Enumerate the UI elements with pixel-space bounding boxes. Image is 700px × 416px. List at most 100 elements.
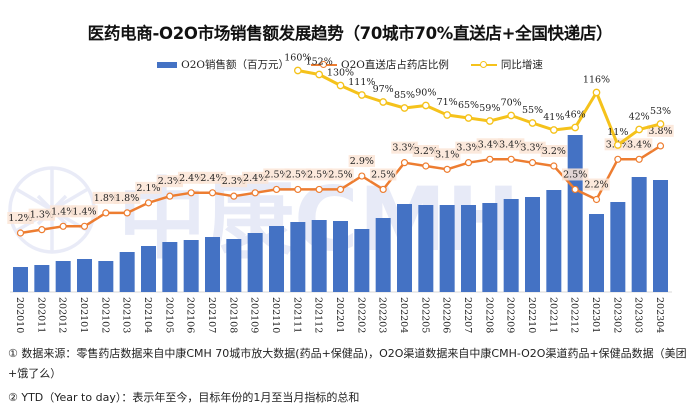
yoy-data-label: 71% [437,97,458,108]
bar-202211 [546,190,562,292]
x-tick-label: 202212 [569,297,580,333]
ratio-data-label: 3.2% [542,146,566,157]
yoy-data-label: 160% [284,53,311,64]
x-tick-label: 202112 [313,297,324,333]
legend-item-yoy: 同比增速 [470,57,543,72]
yoy-data-label: 65% [458,100,479,111]
ratio-point-202209 [507,155,515,163]
ratio-point-202205 [422,162,430,170]
bar-202108 [226,239,242,292]
yoy-point-202211 [549,126,558,134]
bar-202011 [34,265,50,292]
legend-swatch-bar-icon [157,61,178,68]
bar-series [13,135,668,292]
legend-label-sales: O2O销售额（百万元） [181,59,289,71]
ratio-point-202105 [166,192,174,200]
ratio-label-bg [369,168,397,181]
ratio-label-bg [284,168,312,181]
yoy-data-label: 70% [501,98,522,109]
yoy-point-202210 [528,119,537,127]
ratio-data-label: 2.9% [350,156,374,167]
yoy-data-label: 42% [629,112,650,123]
bar-202107 [205,237,220,292]
yoy-point-202201 [336,81,345,90]
bar-202201 [333,221,348,292]
x-tick-label: 202211 [547,297,558,333]
legend-swatch-orange-line-icon [311,60,337,70]
x-tick-label: 202301 [590,297,601,333]
ratio-point-202202 [358,172,366,180]
ratio-point-202211 [550,162,558,170]
x-tick-label: 202205 [419,297,430,333]
yoy-point-202207 [464,114,473,122]
ratio-label-bg [327,168,354,181]
ratio-label-bg [412,145,440,157]
ratio-label-bg [476,138,504,151]
yoy-point-202203 [379,98,388,106]
yoy-data-label: 116% [583,75,610,86]
ratio-label-bg [540,145,568,157]
ratio-label-bg [71,205,98,218]
x-tick-label: 202203 [377,297,388,333]
yoy-point-202212 [571,123,580,132]
ratio-label-bg [263,168,290,181]
yoy-point-202209 [507,111,516,120]
ratio-point-202104 [144,199,153,207]
ratio-data-label: 2.3% [158,176,182,187]
ratio-label-bg [433,148,461,161]
ratio-point-202210 [528,159,537,167]
ratio-point-202106 [187,189,195,197]
ratio-data-label: 2.5% [563,169,587,180]
ratio-label-bg [7,212,34,224]
bar-202206 [439,205,455,292]
ratio-label-bg [199,171,226,184]
ratio-point-202204 [400,159,409,167]
ratio-point-202212 [571,185,579,194]
bar-202303 [631,177,647,292]
ratio-data-label: 2.5% [286,169,310,180]
yoy-data-label: 97% [373,84,394,95]
ratio-label-bg [519,141,546,154]
bar-202109 [247,233,263,292]
bar-202212 [567,135,583,292]
yoy-data-label: 41% [543,112,564,123]
ratio-label-bg [220,175,248,188]
yoy-line [297,69,661,147]
x-tick-label: 202110 [270,297,281,333]
ratio-data-label: 2.5% [264,169,288,180]
ratio-point-202206 [443,165,451,173]
ratio-data-label: 2.4% [243,173,267,184]
bar-202101 [77,259,92,292]
ratio-point-202108 [230,192,238,200]
x-tick-label: 202201 [334,297,345,333]
ratio-label-bg [28,208,56,221]
ratio-label-bg [625,138,653,151]
ratio-point-202110 [272,185,281,194]
x-tick-label: 202106 [185,297,196,333]
x-tick-label: 202107 [206,297,217,333]
yoy-data-label: 53% [650,106,671,117]
x-axis-ticks: 202010 202011 202012 202101 202102 202103 2021… [14,297,665,333]
ratio-point-202012 [59,222,67,230]
ratio-point-202203 [379,185,387,194]
ratio-data-label: 3.4% [499,139,523,150]
yoy-data-label: 59% [479,103,500,114]
ratio-data-label: 1.8% [115,193,139,204]
bar-202012 [55,261,71,292]
bar-202202 [354,229,370,292]
ratio-label-bg [241,171,269,184]
ratio-data-label: 1.3% [30,210,54,221]
ratio-data-label: 2.2% [584,180,608,191]
bar-202010 [13,267,28,292]
ratio-data-label: 3.3% [520,143,544,154]
x-tick-label: 202204 [398,297,409,333]
chart-plot: 中康CMH 1.2%1.3%1.4%1.4%1.8%1.8%2.1%2.3%2.… [7,53,674,333]
yoy-point-202304 [656,120,665,128]
ratio-label-bg [113,191,141,204]
ratio-point-202103 [123,209,131,217]
x-tick-label: 202302 [611,297,622,333]
ratio-point-202112 [315,185,323,194]
yoy-point-202302 [613,141,622,149]
x-tick-label: 202303 [633,297,644,333]
ratio-label-bg [135,181,162,194]
